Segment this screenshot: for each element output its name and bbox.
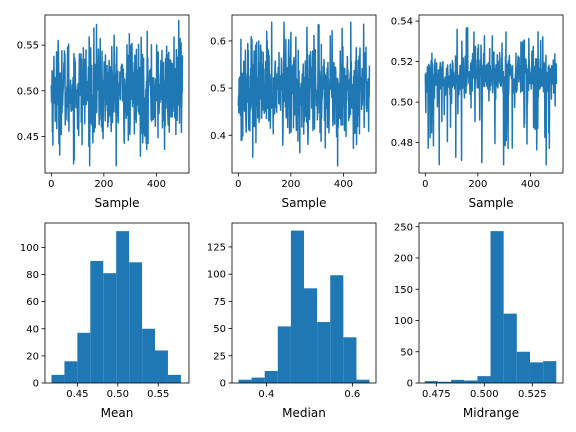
y-tick-label-sample-2: 0.4 (210, 131, 226, 142)
y-tick-label-mean: 60 (26, 297, 39, 308)
histogram-bar-median (290, 230, 304, 383)
x-tick-label-sample-2: 0 (235, 179, 241, 190)
x-tick-label-sample-2: 200 (281, 179, 300, 190)
y-tick-label-median: 0 (220, 379, 226, 390)
x-tick-label-sample-3: 0 (422, 179, 428, 190)
y-tick-label-median: 125 (207, 242, 226, 253)
histogram-bar-median (277, 326, 291, 383)
x-tick-label-midrange: 0.525 (518, 389, 547, 400)
x-tick-label-midrange: 0.500 (470, 389, 499, 400)
histogram-bar-midrange (424, 381, 438, 384)
histogram-bar-median (343, 337, 357, 383)
histogram-bar-median (317, 322, 331, 383)
histogram-bar-midrange (503, 313, 517, 384)
x-tick-label-sample-3: 400 (521, 179, 540, 190)
axes-frame-midrange (418, 222, 564, 384)
histogram-bar-mean (90, 260, 104, 383)
y-tick-label-sample-2: 0.6 (210, 36, 226, 47)
histogram-bar-midrange (464, 380, 478, 383)
axes-frame-sample-2 (231, 14, 377, 174)
axes-frame-mean (44, 222, 190, 384)
histogram-bar-midrange (516, 351, 530, 383)
histogram-bar-median (264, 371, 278, 383)
y-tick-label-sample-2: 0.5 (210, 84, 226, 95)
x-tick-label-sample-1: 200 (94, 179, 113, 190)
subplot-histogram-median: 0.4 0.6 0 25 50 75 100 125 Median (207, 222, 377, 420)
x-axis-label-sample-2: Sample (282, 196, 327, 210)
y-tick-label-midrange: 250 (394, 222, 413, 233)
series-line-sample-1 (50, 19, 184, 167)
x-tick-label-median: 0.6 (344, 389, 360, 400)
x-tick-label-sample-1: 0 (48, 179, 54, 190)
histogram-bar-midrange (543, 361, 557, 384)
histogram-bar-median (330, 275, 344, 383)
x-axis-label-mean: Mean (101, 406, 134, 420)
histogram-bar-midrange (451, 379, 465, 384)
y-tick-label-midrange: 50 (400, 347, 413, 358)
y-tick-label-sample-3: 0.54 (391, 17, 413, 28)
y-tick-label-midrange: 0 (407, 379, 413, 390)
histogram-bar-median (304, 288, 318, 383)
subplot-sample-trace-1: 0 200 400 0.45 0.50 0.55 Sample (17, 14, 190, 210)
y-tick-label-sample-1: 0.45 (17, 132, 39, 143)
x-tick-label-mean: 0.55 (147, 389, 169, 400)
y-tick-label-median: 100 (207, 270, 226, 281)
series-line-sample-2 (237, 21, 371, 167)
y-tick-label-sample-3: 0.52 (391, 57, 413, 68)
histogram-bar-mean (103, 273, 117, 383)
series-line-sample-3 (424, 27, 558, 166)
y-tick-label-mean: 100 (20, 243, 39, 254)
y-tick-label-mean: 20 (26, 351, 39, 362)
x-tick-label-sample-3: 200 (468, 179, 487, 190)
histogram-bar-mean (142, 328, 156, 383)
subplot-sample-trace-3: 0 200 400 0.48 0.50 0.52 0.54 Sample (391, 14, 564, 210)
histogram-bar-mean (116, 231, 130, 383)
axes-frame-median (231, 222, 377, 384)
histogram-bar-midrange (437, 381, 452, 383)
histogram-bar-midrange (529, 362, 544, 384)
histogram-bar-midrange (490, 231, 504, 384)
x-axis-label-sample-3: Sample (469, 196, 514, 210)
y-tick-label-midrange: 100 (394, 316, 413, 327)
y-tick-label-mean: 40 (26, 324, 39, 335)
histogram-bar-median (356, 379, 370, 383)
histogram-bar-median (251, 377, 265, 383)
axes-frame-sample-1 (44, 14, 190, 174)
x-tick-label-sample-2: 400 (334, 179, 353, 190)
x-axis-label-midrange: Midrange (463, 406, 519, 420)
y-tick-label-median: 50 (213, 324, 226, 335)
axes-frame-sample-3 (418, 14, 564, 174)
subplot-histogram-mean: 0.45 0.50 0.55 0 20 40 60 80 100 Mean (20, 222, 190, 420)
y-tick-label-sample-1: 0.55 (17, 41, 39, 52)
y-tick-label-sample-3: 0.48 (391, 138, 413, 149)
y-tick-label-sample-3: 0.50 (391, 98, 413, 109)
y-tick-label-median: 25 (213, 351, 226, 362)
y-tick-label-mean: 80 (26, 270, 39, 281)
x-axis-label-median: Median (282, 406, 326, 420)
subplot-histogram-midrange: 0.475 0.500 0.525 0 50 100 150 200 250 Midrange (394, 222, 564, 420)
y-tick-label-sample-1: 0.50 (17, 86, 39, 97)
x-tick-label-mean: 0.45 (66, 389, 88, 400)
histogram-bar-median (238, 379, 252, 383)
x-axis-label-sample-1: Sample (95, 196, 140, 210)
y-tick-label-midrange: 200 (394, 254, 413, 265)
histogram-bar-mean (167, 374, 181, 383)
y-tick-label-median: 75 (213, 297, 226, 308)
histogram-bar-mean (129, 262, 143, 383)
x-tick-label-mean: 0.50 (107, 389, 129, 400)
histogram-bar-mean (64, 361, 78, 383)
x-tick-label-median: 0.4 (258, 389, 274, 400)
histogram-bar-mean (77, 332, 91, 383)
histogram-bar-mean (51, 374, 65, 383)
subplot-sample-trace-2: 0 200 400 0.4 0.5 0.6 Sample (210, 14, 377, 210)
x-tick-label-midrange: 0.475 (422, 389, 451, 400)
y-tick-label-midrange: 150 (394, 285, 413, 296)
y-tick-label-mean: 0 (33, 379, 39, 390)
histogram-bar-midrange (477, 376, 491, 384)
histogram-bar-mean (155, 350, 168, 383)
x-tick-label-sample-1: 400 (147, 179, 166, 190)
